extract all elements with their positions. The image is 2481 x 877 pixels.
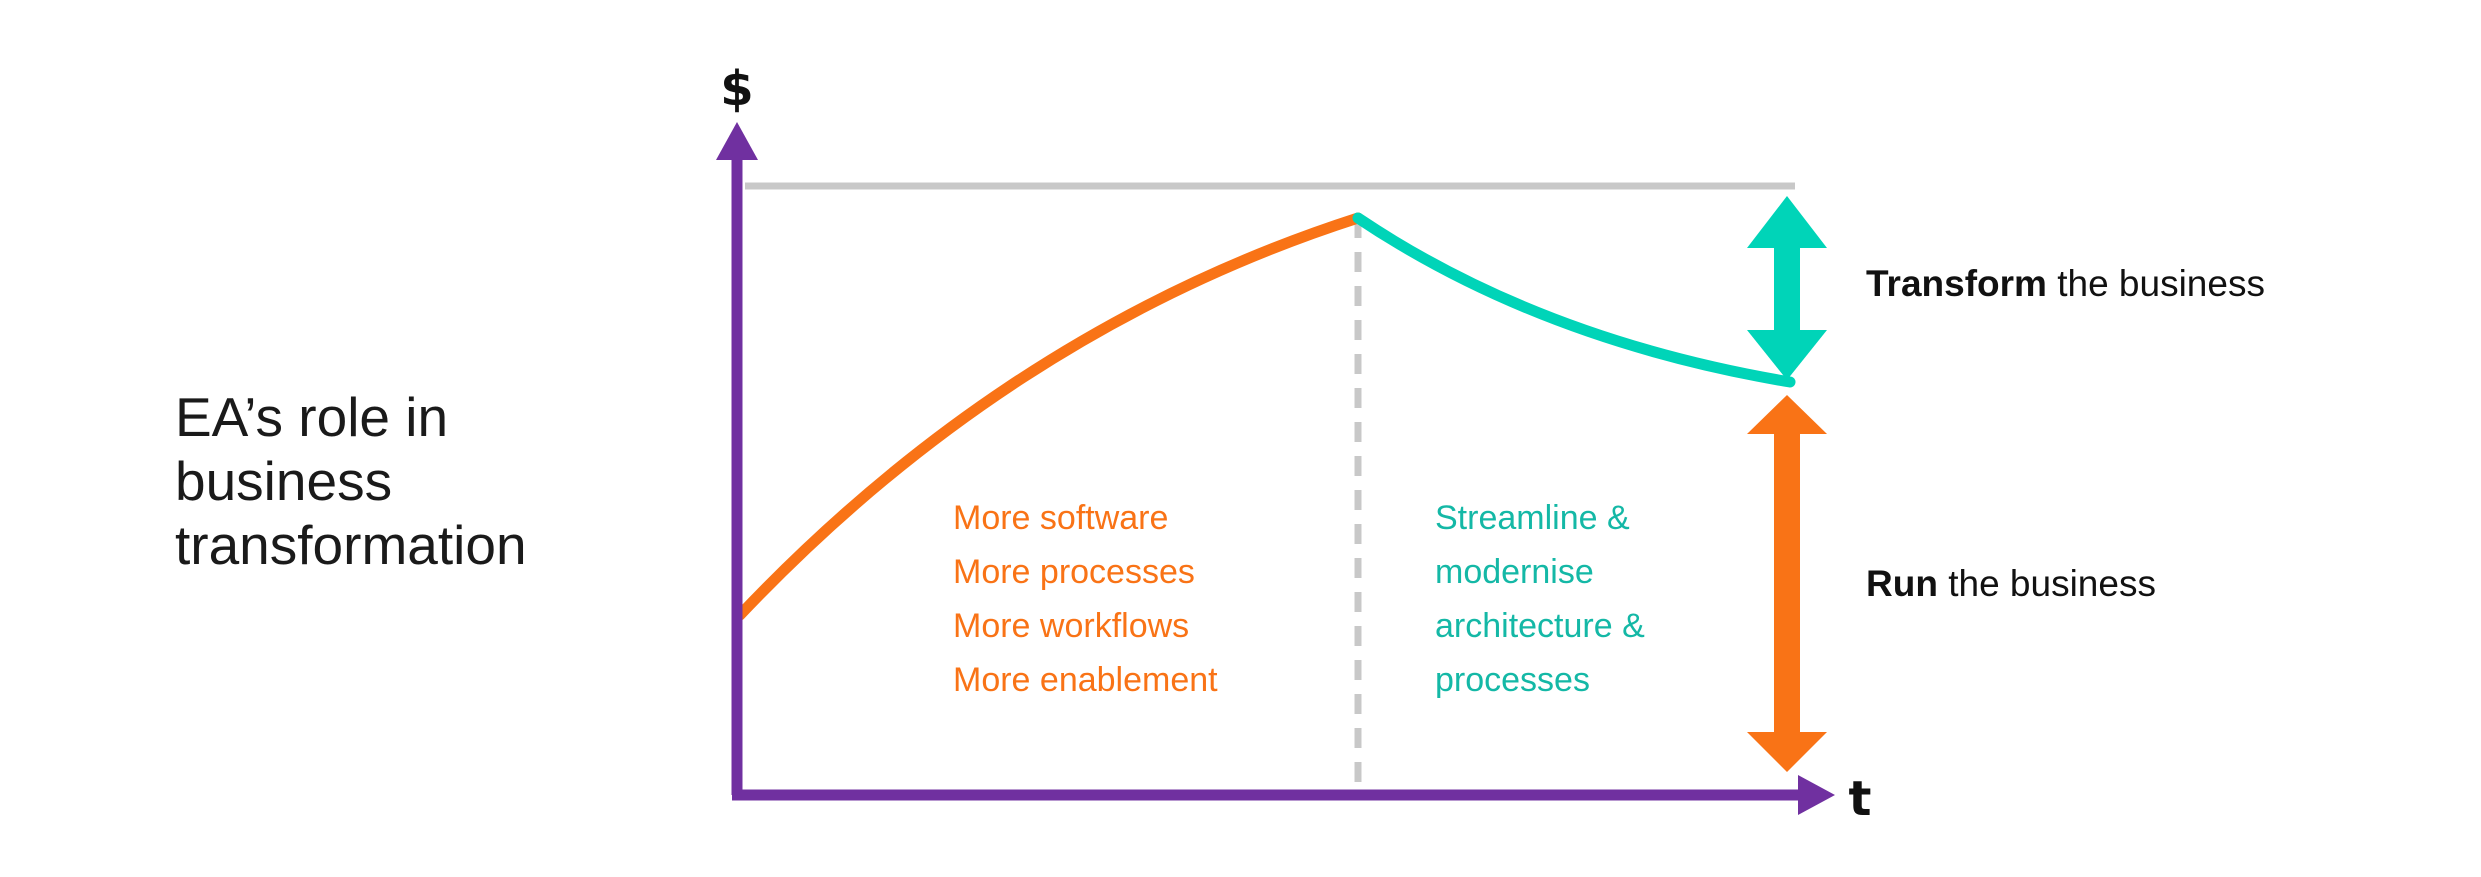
diagram-title: EA’s role in business transformation	[175, 386, 527, 576]
y-axis-arrowhead	[716, 122, 758, 160]
title-line-2: business	[175, 450, 392, 512]
x-axis-arrowhead	[1798, 775, 1835, 815]
growth-phase-text: More software More processes More workfl…	[953, 499, 1218, 699]
title-line-3: transformation	[175, 514, 527, 576]
run-legend-bold: Run	[1866, 563, 1938, 604]
title-line-1: EA’s role in	[175, 386, 448, 448]
y-axis-label: $	[720, 61, 753, 117]
transform-legend-bold: Transform	[1866, 263, 2047, 304]
streamline-line-4: processes	[1435, 661, 1590, 699]
growth-curve	[734, 212, 1364, 621]
transform-legend-label: Transform the business	[1866, 263, 2265, 304]
growth-line-1: More software	[953, 499, 1168, 537]
x-axis-label: t	[1849, 771, 1872, 827]
streamline-phase-text: Streamline & modernise architecture & pr…	[1435, 499, 1645, 699]
growth-line-2: More processes	[953, 553, 1195, 591]
growth-line-4: More enablement	[953, 661, 1218, 699]
run-legend-label: Run the business	[1866, 563, 2156, 604]
growth-line-3: More workflows	[953, 607, 1189, 645]
run-legend-rest: the business	[1938, 563, 2156, 604]
streamline-curve	[1352, 212, 1796, 388]
streamline-line-2: modernise	[1435, 553, 1594, 591]
streamline-line-3: architecture &	[1435, 607, 1645, 645]
transform-range-arrow	[1747, 196, 1827, 380]
streamline-line-1: Streamline &	[1435, 499, 1630, 537]
run-range-arrow	[1747, 395, 1827, 772]
transform-legend-rest: the business	[2047, 263, 2265, 304]
